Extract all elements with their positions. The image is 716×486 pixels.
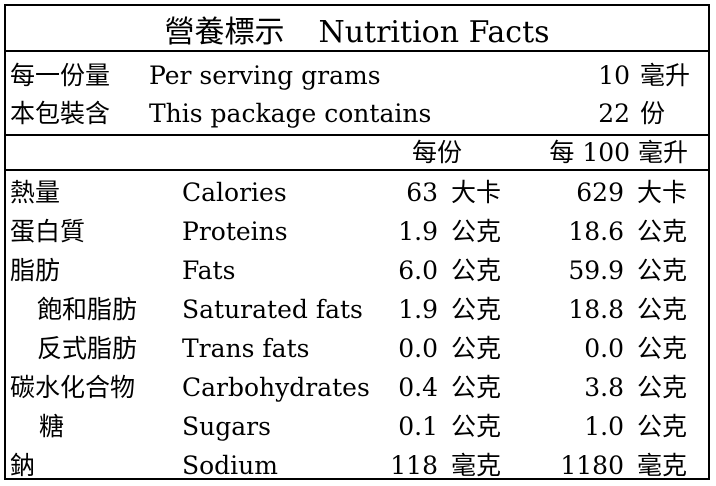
per-100-unit: 毫克 bbox=[637, 451, 688, 480]
per-serving-value: 0.4 bbox=[398, 373, 438, 402]
title-zh: 營養標示 bbox=[164, 15, 285, 50]
divider-header bbox=[6, 169, 708, 171]
title-en: Nutrition Facts bbox=[318, 15, 550, 50]
per-100-value: 1180 bbox=[560, 451, 624, 480]
per-100-value: 1.0 bbox=[584, 412, 624, 441]
per-100-value: 59.9 bbox=[568, 256, 624, 285]
nutrient-name-en: Calories bbox=[182, 178, 287, 207]
per-serving-unit: 毫克 bbox=[451, 451, 502, 480]
per-serving-value: 1.9 bbox=[398, 217, 438, 246]
column-header-per-100: 每 100 毫升 bbox=[549, 138, 688, 167]
per-serving-unit: 公克 bbox=[451, 295, 502, 324]
nutrient-name-en: Carbohydrates bbox=[182, 373, 370, 402]
per-serving-unit: 公克 bbox=[451, 373, 502, 402]
per-serving-value: 63 bbox=[406, 178, 438, 207]
per-100-unit: 公克 bbox=[637, 373, 688, 402]
nutrient-name-en: Trans fats bbox=[182, 334, 310, 363]
nutrient-name-zh: 飽和脂肪 bbox=[37, 295, 138, 324]
per-serving-value: 0.0 bbox=[398, 334, 438, 363]
per-100-value: 0.0 bbox=[584, 334, 624, 363]
per-serving-unit: 大卡 bbox=[451, 178, 502, 207]
nutrient-name-en: Fats bbox=[182, 256, 236, 285]
serving-size-unit: 毫升 bbox=[640, 61, 691, 90]
per-100-value: 18.6 bbox=[568, 217, 624, 246]
servings-per-package-en: This package contains bbox=[149, 99, 432, 128]
nutrition-label: 營養標示 Nutrition Facts 每一份量 Per serving gra… bbox=[4, 4, 710, 480]
nutrient-name-en: Proteins bbox=[182, 217, 288, 246]
nutrient-name-zh: 蛋白質 bbox=[10, 217, 86, 246]
per-100-unit: 公克 bbox=[637, 334, 688, 363]
nutrient-name-zh: 碳水化合物 bbox=[10, 373, 136, 402]
nutrient-name-en: Sugars bbox=[182, 412, 271, 441]
servings-per-package-value: 22 bbox=[598, 99, 630, 128]
per-100-unit: 公克 bbox=[637, 217, 688, 246]
per-serving-unit: 公克 bbox=[451, 412, 502, 441]
column-header-per-serving: 每份 bbox=[412, 138, 463, 167]
divider-middle bbox=[6, 134, 708, 136]
per-serving-value: 6.0 bbox=[398, 256, 438, 285]
per-serving-unit: 公克 bbox=[451, 217, 502, 246]
serving-size-value: 10 bbox=[598, 61, 630, 90]
nutrient-name-en: Sodium bbox=[182, 451, 278, 480]
per-100-value: 18.8 bbox=[568, 295, 624, 324]
per-100-unit: 大卡 bbox=[637, 178, 688, 207]
per-serving-value: 1.9 bbox=[398, 295, 438, 324]
serving-size-en: Per serving grams bbox=[149, 61, 381, 90]
label-title: 營養標示 Nutrition Facts bbox=[6, 18, 708, 48]
per-100-unit: 公克 bbox=[637, 256, 688, 285]
nutrient-name-zh: 脂肪 bbox=[10, 256, 61, 285]
per-serving-unit: 公克 bbox=[451, 256, 502, 285]
servings-per-package-unit: 份 bbox=[640, 99, 666, 128]
per-100-value: 3.8 bbox=[584, 373, 624, 402]
nutrient-name-zh: 鈉 bbox=[10, 451, 36, 480]
per-100-unit: 公克 bbox=[637, 412, 688, 441]
per-100-unit: 公克 bbox=[637, 295, 688, 324]
serving-size-zh: 每一份量 bbox=[10, 61, 111, 90]
nutrient-name-en: Saturated fats bbox=[182, 295, 363, 324]
per-serving-unit: 公克 bbox=[451, 334, 502, 363]
nutrient-name-zh: 糖 bbox=[39, 412, 65, 441]
servings-per-package-zh: 本包裝含 bbox=[10, 99, 111, 128]
nutrient-name-zh: 反式脂肪 bbox=[37, 334, 138, 363]
per-serving-value: 118 bbox=[390, 451, 438, 480]
nutrient-name-zh: 熱量 bbox=[10, 178, 61, 207]
divider-top bbox=[6, 50, 708, 52]
per-serving-value: 0.1 bbox=[398, 412, 438, 441]
per-100-value: 629 bbox=[576, 178, 624, 207]
